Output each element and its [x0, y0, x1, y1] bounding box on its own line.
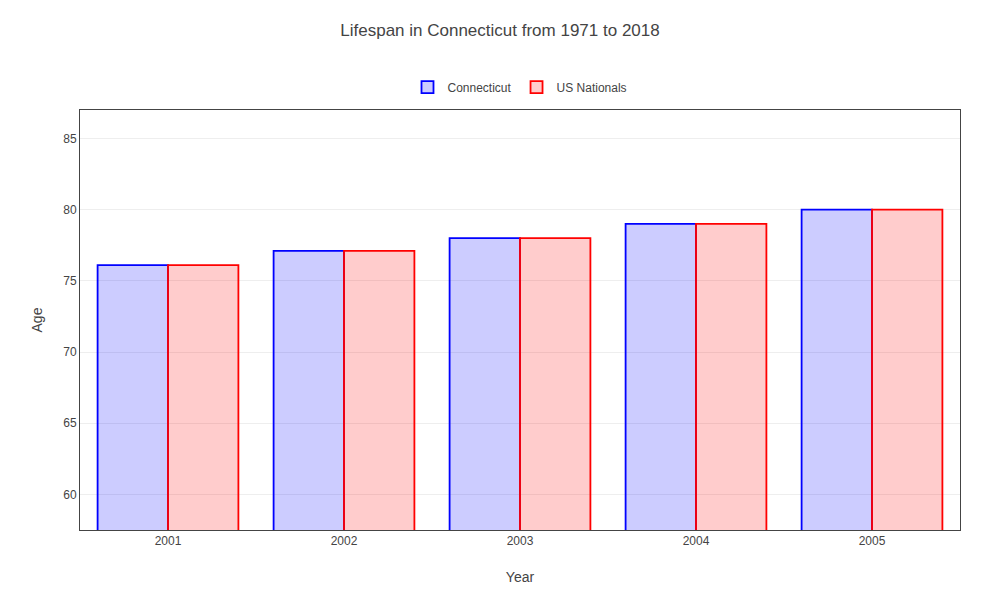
svg-text:2004: 2004: [683, 534, 710, 548]
svg-text:2005: 2005: [859, 534, 886, 548]
svg-text:2003: 2003: [507, 534, 534, 548]
svg-text:US Nationals: US Nationals: [557, 81, 627, 95]
svg-text:2001: 2001: [155, 534, 182, 548]
svg-text:Lifespan in Connecticut from 1: Lifespan in Connecticut from 1971 to 201…: [340, 21, 659, 40]
svg-text:Year: Year: [506, 569, 535, 585]
svg-text:Age: Age: [29, 307, 45, 332]
svg-text:Connecticut: Connecticut: [448, 81, 512, 95]
svg-text:60: 60: [63, 488, 77, 502]
svg-text:75: 75: [63, 274, 77, 288]
svg-text:65: 65: [63, 416, 77, 430]
svg-text:85: 85: [63, 132, 77, 146]
svg-text:70: 70: [63, 345, 77, 359]
svg-text:80: 80: [63, 203, 77, 217]
svg-text:2002: 2002: [331, 534, 358, 548]
